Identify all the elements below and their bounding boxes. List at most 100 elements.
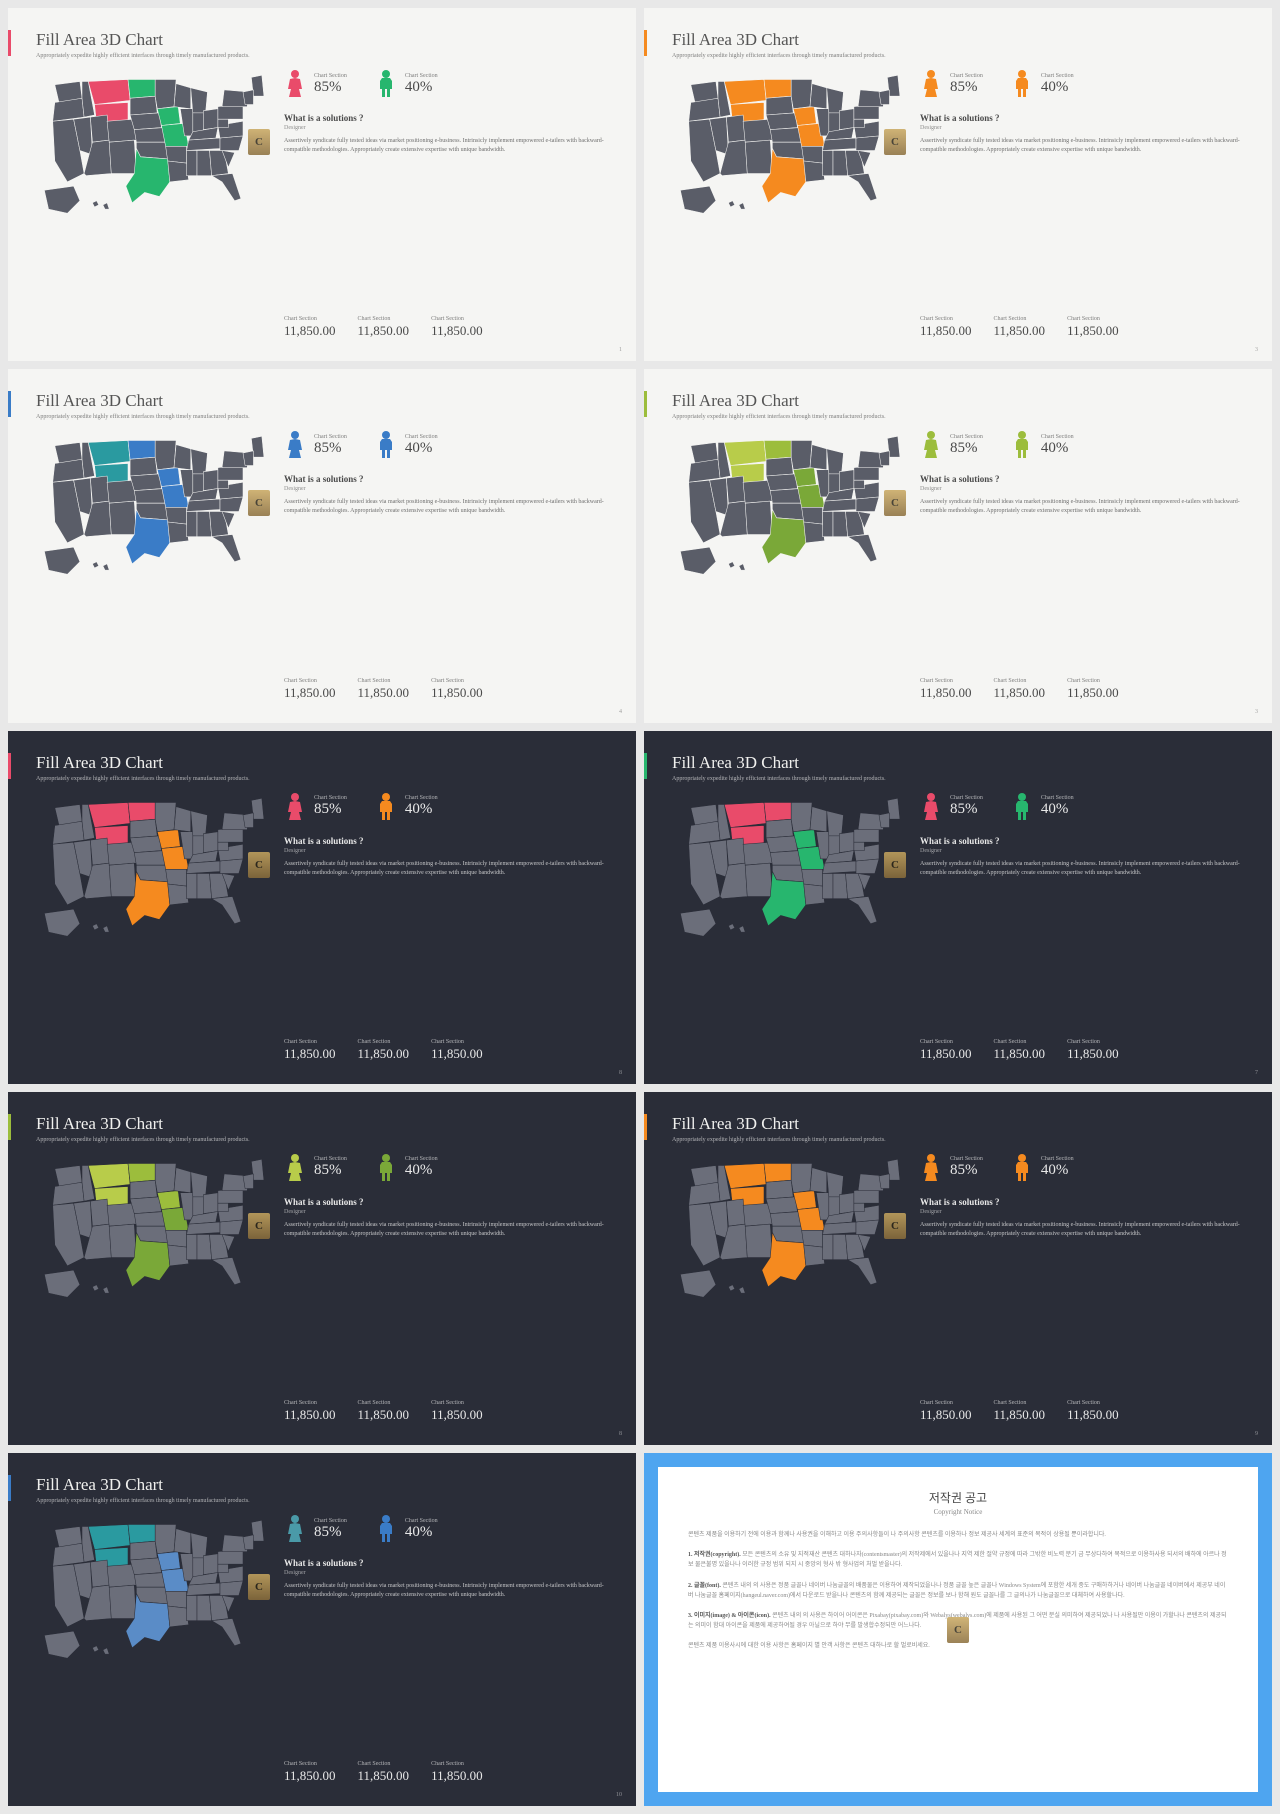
state-ut [726,1199,745,1226]
stat-male: Chart Section 40% [1011,1153,1074,1183]
accent-bar [8,753,11,779]
state-mn [155,79,176,108]
accent-bar [644,391,647,417]
page-number: 8 [619,1431,622,1437]
state-al [197,1596,212,1621]
stat-value: 11,850.00 [358,1768,410,1784]
accent-bar [8,1114,11,1140]
state-ar [166,1591,187,1608]
male-icon [375,792,397,822]
state-nd [764,441,791,460]
chart-slide: Fill Area 3D Chart Appropriately expedit… [8,369,636,722]
stat-block: Chart Section 11,850.00 [358,1039,410,1062]
state-ks [134,1573,165,1588]
stat-block: Chart Section 11,850.00 [431,1400,483,1423]
stat-label: Chart Section [314,1156,347,1162]
state-ne2 [879,1174,889,1189]
question-sub: Designer [920,486,1244,492]
question-body: Assertively syndicate fully tested ideas… [284,1221,608,1239]
state-ok [136,1226,167,1243]
state-ms [823,1234,833,1259]
state-ne2 [243,90,253,105]
stat-block: Chart Section 11,850.00 [358,1400,410,1423]
stat-label: Chart Section [994,1400,1046,1406]
stat-block: Chart Section 11,850.00 [358,1761,410,1784]
state-mt [88,1524,130,1549]
state-mn [791,441,812,470]
stat-block: Chart Section 11,850.00 [1067,1400,1119,1423]
stat-label: Chart Section [1067,1400,1119,1406]
stat-value: 85% [950,1162,983,1179]
stat-label: Chart Section [314,795,347,801]
stat-label: Chart Section [405,795,438,801]
stat-block: Chart Section 11,850.00 [358,316,410,339]
stat-block: Chart Section 11,850.00 [284,1761,336,1784]
state-ar [166,508,187,525]
stat-block: Chart Section 11,850.00 [431,678,483,701]
state-nc [220,1581,243,1596]
stat-block: Chart Section 11,850.00 [920,678,972,701]
stat-label: Chart Section [950,434,983,440]
stat-value: 11,850.00 [358,1407,410,1423]
stat-label: Chart Section [431,316,483,322]
state-ia [157,829,180,848]
stat-value: 11,850.00 [920,685,972,701]
stat-label: Chart Section [950,1156,983,1162]
stat-value: 11,850.00 [994,323,1046,339]
stat-value: 40% [1041,79,1074,96]
state-fl [848,174,877,201]
state-ok [772,1226,803,1243]
slide-title: Fill Area 3D Chart [36,1475,608,1495]
stat-value: 40% [1041,801,1074,818]
page-number: 10 [616,1792,622,1798]
state-mt [88,1163,130,1188]
stat-label: Chart Section [1041,1156,1074,1162]
question-title: What is a solutions ? [284,474,608,484]
stat-block: Chart Section 11,850.00 [920,1400,972,1423]
state-mn [155,802,176,831]
stat-male: Chart Section 40% [375,1153,438,1183]
stat-label: Chart Section [405,434,438,440]
slide-title: Fill Area 3D Chart [672,753,1244,773]
female-icon [920,1153,942,1183]
male-icon [1011,1153,1033,1183]
stat-block: Chart Section 11,850.00 [994,316,1046,339]
stat-value: 11,850.00 [1067,685,1119,701]
state-nc [220,497,243,512]
state-co [107,1564,136,1587]
state-or [53,460,84,483]
state-fl [212,896,241,923]
question-sub: Designer [284,1570,608,1576]
stat-label: Chart Section [1041,73,1074,79]
state-hi [92,1284,109,1292]
state-ia [157,107,180,126]
stat-value: 11,850.00 [284,1407,336,1423]
state-ak [44,1631,80,1658]
state-ms [187,512,197,537]
stat-label: Chart Section [405,1518,438,1524]
stat-label: Chart Section [920,1400,972,1406]
stat-value: 11,850.00 [431,685,483,701]
state-or [689,460,720,483]
state-ne2 [879,451,889,466]
state-ne [766,474,797,491]
state-hi [92,201,109,209]
stat-value: 40% [405,801,438,818]
state-al [833,512,848,537]
us-map: C [36,1153,266,1427]
state-oh [839,831,854,852]
state-nm [109,501,136,534]
state-nc [220,858,243,873]
state-mn [791,79,812,108]
state-tn [823,1222,856,1235]
state-wi [810,806,827,831]
state-wi [810,84,827,109]
stat-female: Chart Section 85% [920,69,983,99]
state-in [193,1558,203,1577]
state-ok [772,142,803,159]
male-icon [1011,792,1033,822]
state-in [829,113,839,132]
us-map: C [36,69,266,343]
us-map: C [36,430,266,704]
stat-value: 11,850.00 [994,1046,1046,1062]
